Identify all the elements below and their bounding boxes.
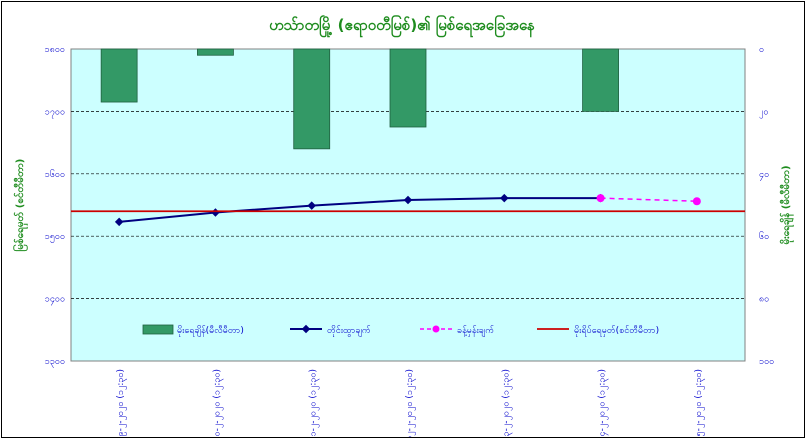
legend-measured: တိုင်းထွာချက် [327, 325, 371, 337]
right-tick-label: ၁၀၀ [759, 357, 774, 367]
measured-point [307, 201, 316, 210]
measured-point [114, 217, 124, 227]
legend-rainfall: မိုးရေချိန်(မီလီမီတာ) [177, 325, 244, 337]
rainfall-bar [197, 48, 234, 56]
rainfall-bar [100, 48, 138, 103]
left-tick-label: ၁၆၀၀ [45, 169, 65, 180]
measured-point [500, 193, 509, 203]
legend-marker-measured [301, 324, 311, 334]
left-tick-label: ၁၃၀၀ [45, 357, 65, 368]
legend-swatch-rainfall [142, 324, 174, 335]
x-tick-label: ၁၁-၂-၂၀၂၀ (၁၂:၃၀) [309, 369, 320, 437]
right-tick-label: ၆၀ [759, 231, 769, 242]
x-axis-ticks: ၉-၂-၂၀၂၀ (၁၂:၃၀) ၁၀-၂-၂၀၂၀ (၁၂:၃၀) ၁၁-၂-၂၀… [116, 369, 705, 437]
x-tick-label: ၁၄-၂-၂၀၂၀ (၁၂:၃၀) [598, 369, 609, 437]
left-tick-label: ၁၇၀၀ [45, 107, 65, 118]
x-tick-label: ၁၀-၂-၂၀၂၀ (၁၂:၃၀) [212, 369, 223, 437]
forecast-point [596, 194, 605, 203]
rainfall-bar [389, 48, 427, 128]
bar-series [100, 48, 619, 150]
line-series [71, 193, 745, 227]
right-tick-label: ၀ [759, 45, 764, 55]
legend-forecast: ခန့်မှန်းချက် [457, 325, 495, 337]
legend: မိုးရေချိန်(မီလီမီတာ) တိုင်းထွာချက် ခန့်… [142, 324, 659, 337]
measured-line [119, 197, 601, 223]
left-tick-label: ၁၈၀၀ [45, 45, 65, 55]
rainfall-bar [293, 48, 331, 150]
right-tick-label: ၈၀ [759, 295, 769, 305]
x-tick-label: ၁၂-၂-၂၀၂၀ (၁၂:၃၀) [405, 369, 416, 437]
left-tick-label: ၁၅၀၀ [45, 232, 65, 243]
left-axis-label: မြစ်ရေမှတ် (စင်တီမီတာ) [12, 159, 29, 252]
right-axis-label: မိုးရေချိန် (မီလီမီတာ) [779, 165, 795, 244]
forecast-point [692, 197, 701, 206]
right-tick-label: ၄၀ [759, 170, 769, 181]
forecast-line [600, 197, 697, 203]
x-tick-label: ၉-၂-၂၀၂၀ (၁၂:၃၀) [116, 369, 127, 436]
x-tick-label: ၁၃-၂-၂၀၂၀ (၁၂:၃၀) [501, 369, 512, 437]
right-tick-label: ၂၀ [759, 107, 768, 118]
legend-marker-forecast [432, 325, 440, 333]
legend-danger: မိုးရိပ်ရေမှတ်(စင်တီမီတာ) [574, 325, 659, 337]
rainfall-bar [582, 48, 619, 112]
left-tick-label: ၁၄၀၀ [45, 295, 65, 306]
x-tick-label: ၁၅-၂-၂၀၂၀ (၁၂:၃၀) [694, 369, 705, 437]
chart-title: ဟသ်ာတမြို့ (ဧရာဝတီမြစ်)၏ မြစ်ရေအခြေအနေ [269, 14, 535, 38]
measured-point [403, 195, 413, 205]
